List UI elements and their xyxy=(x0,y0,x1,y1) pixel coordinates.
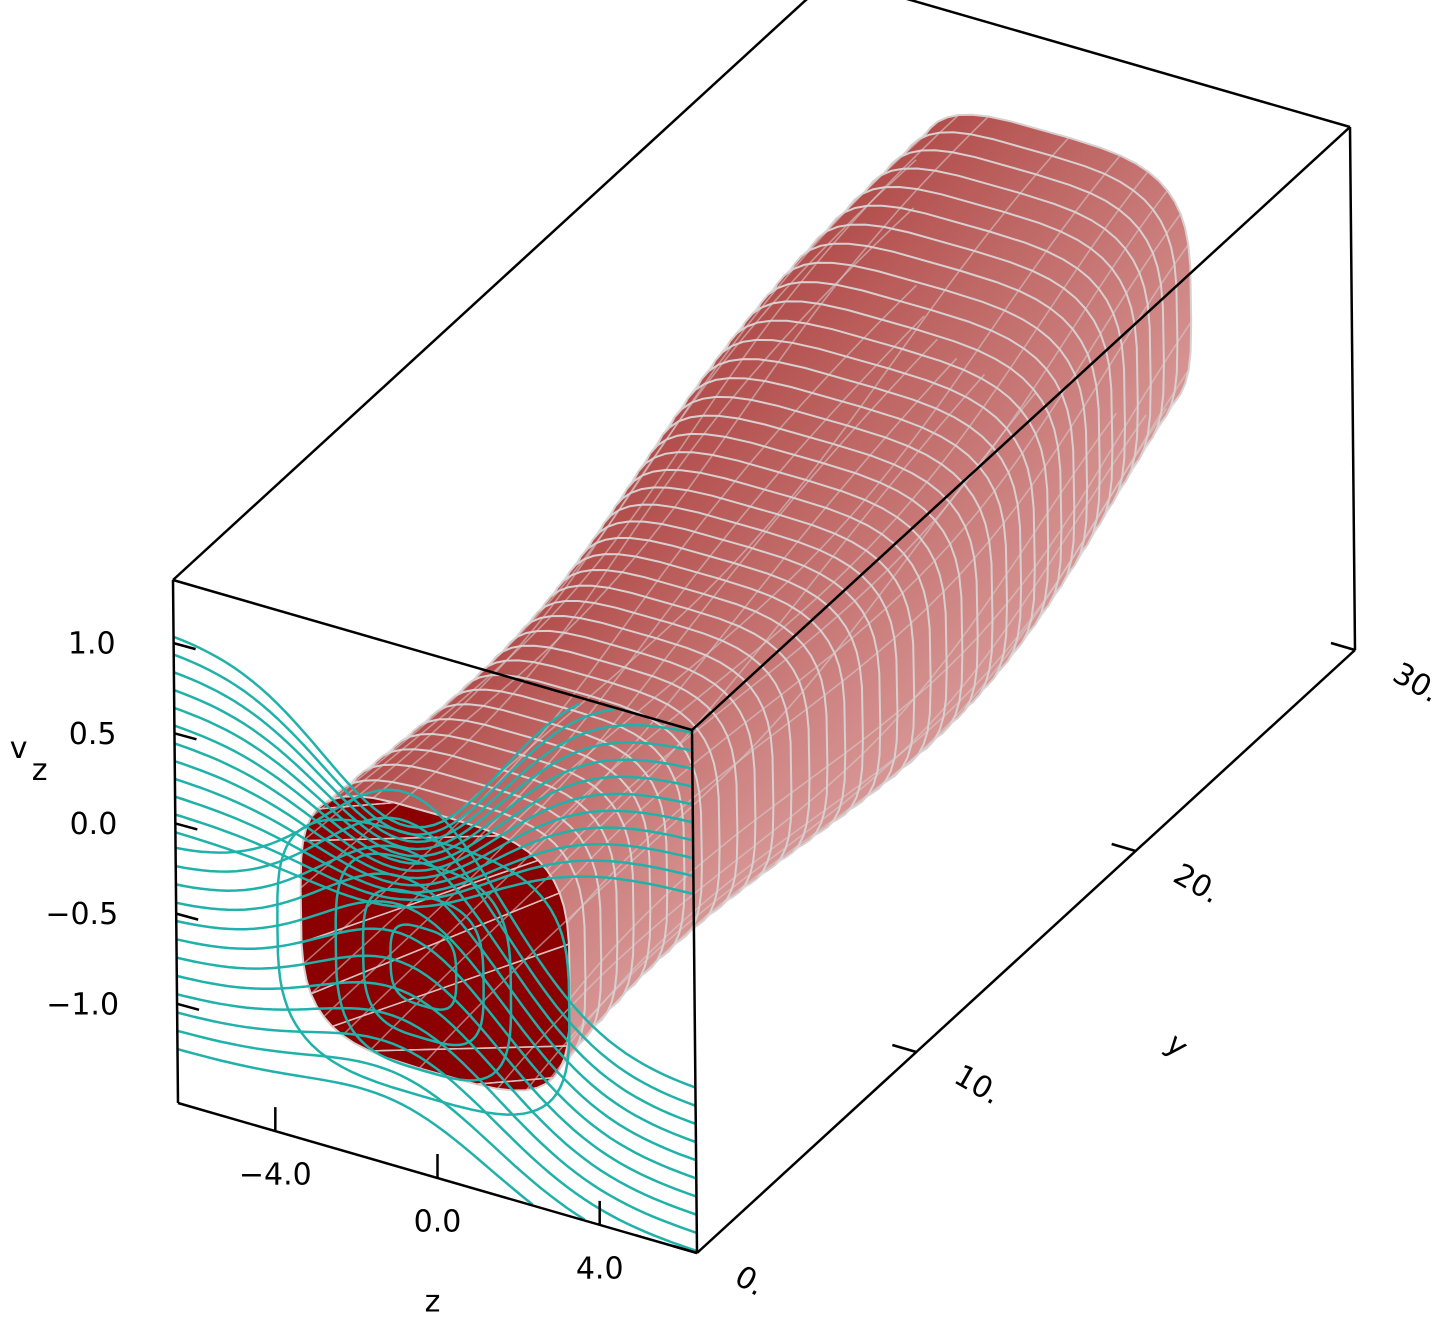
surface-line xyxy=(569,321,1192,1000)
surface-line xyxy=(558,393,1182,1071)
v-tick xyxy=(174,732,197,741)
contour xyxy=(173,635,581,829)
v-axis-label-sub: z xyxy=(32,753,48,788)
v-tick-label: 1.0 xyxy=(68,627,116,662)
contour xyxy=(176,1029,586,1221)
contour xyxy=(176,992,698,1235)
y-tick-label: 20. xyxy=(1167,857,1226,911)
box-edge xyxy=(171,579,180,1104)
box-edge xyxy=(690,729,699,1254)
contour xyxy=(176,954,697,1198)
v-tick xyxy=(174,822,198,831)
surface-line xyxy=(310,315,925,995)
contour xyxy=(175,816,697,1107)
contour xyxy=(175,872,697,1144)
contours xyxy=(173,635,698,1253)
y-tick xyxy=(891,1043,917,1054)
contour xyxy=(176,974,698,1216)
surface-line xyxy=(525,414,1147,1091)
contour xyxy=(174,777,694,887)
z-tick-label: 0.0 xyxy=(414,1205,462,1240)
v-tick xyxy=(176,1002,200,1012)
y-tick xyxy=(1330,641,1356,652)
surface-line xyxy=(500,154,1121,837)
v-axis-label: v xyxy=(10,731,28,766)
axes-box xyxy=(171,0,1357,1255)
surface-line xyxy=(559,213,1182,894)
contour xyxy=(176,1011,698,1253)
z-tick-label: −4.0 xyxy=(239,1158,312,1193)
contour xyxy=(176,927,697,1180)
box-edge xyxy=(691,126,1351,731)
y-tick-label: 0. xyxy=(729,1259,771,1304)
y-tick xyxy=(1111,842,1137,853)
contour xyxy=(173,724,693,865)
v-tick-label: −1.0 xyxy=(46,987,119,1022)
z-axis-label: z xyxy=(425,1285,441,1320)
surface-line xyxy=(343,114,960,798)
cap-grid xyxy=(332,943,570,1028)
y-tick xyxy=(672,1244,698,1255)
surface-line xyxy=(302,284,917,965)
surface-line xyxy=(496,412,1117,1090)
contour xyxy=(361,887,485,1047)
surface-line xyxy=(323,338,938,1018)
box-edge xyxy=(1348,126,1357,651)
contour xyxy=(174,760,694,880)
v-tick xyxy=(173,641,196,651)
surface-line xyxy=(566,244,1189,924)
surface xyxy=(299,113,1193,1092)
box-edge xyxy=(172,578,693,732)
y-tick-label: 30. xyxy=(1387,656,1446,710)
v-tick-label: 0.5 xyxy=(69,717,117,752)
surface-line xyxy=(372,115,989,799)
v-tick-label: 0.0 xyxy=(70,807,118,842)
surface-line xyxy=(368,373,986,1052)
contour xyxy=(175,844,697,1126)
z-tick-label: 4.0 xyxy=(576,1251,624,1286)
cap-grid xyxy=(369,1045,568,1052)
y-axis-label: y xyxy=(1159,1027,1195,1065)
y-tick-label: 10. xyxy=(948,1058,1007,1112)
surface-line xyxy=(527,171,1149,853)
box-edge xyxy=(172,0,808,581)
contour xyxy=(175,831,694,909)
contour xyxy=(174,795,694,894)
contour xyxy=(175,788,696,1089)
ticks: 1.0 0.5 0.0 −0.5 −1.0 −4.0 0.0 4.0 0. 10. 20. 30. z y… xyxy=(10,627,1446,1320)
contour xyxy=(173,706,693,858)
cap-grid xyxy=(301,859,539,944)
contour xyxy=(177,1047,534,1206)
surface-line xyxy=(310,135,925,818)
contour xyxy=(176,900,697,1162)
surface-line xyxy=(546,190,1169,871)
contour xyxy=(173,688,693,851)
cap-grid xyxy=(310,892,560,995)
surface-line xyxy=(450,137,1070,820)
cap-grid xyxy=(303,835,502,842)
contour xyxy=(173,653,615,836)
box-edge xyxy=(906,0,1351,129)
surface-line xyxy=(566,369,1190,1047)
surface-line xyxy=(302,159,917,842)
v-tick xyxy=(175,912,199,921)
surface-line xyxy=(300,207,915,889)
contour xyxy=(334,852,513,1082)
box-edge xyxy=(696,649,1356,1254)
v-tick-label: −0.5 xyxy=(45,897,118,932)
cap-grid xyxy=(475,1076,554,1085)
